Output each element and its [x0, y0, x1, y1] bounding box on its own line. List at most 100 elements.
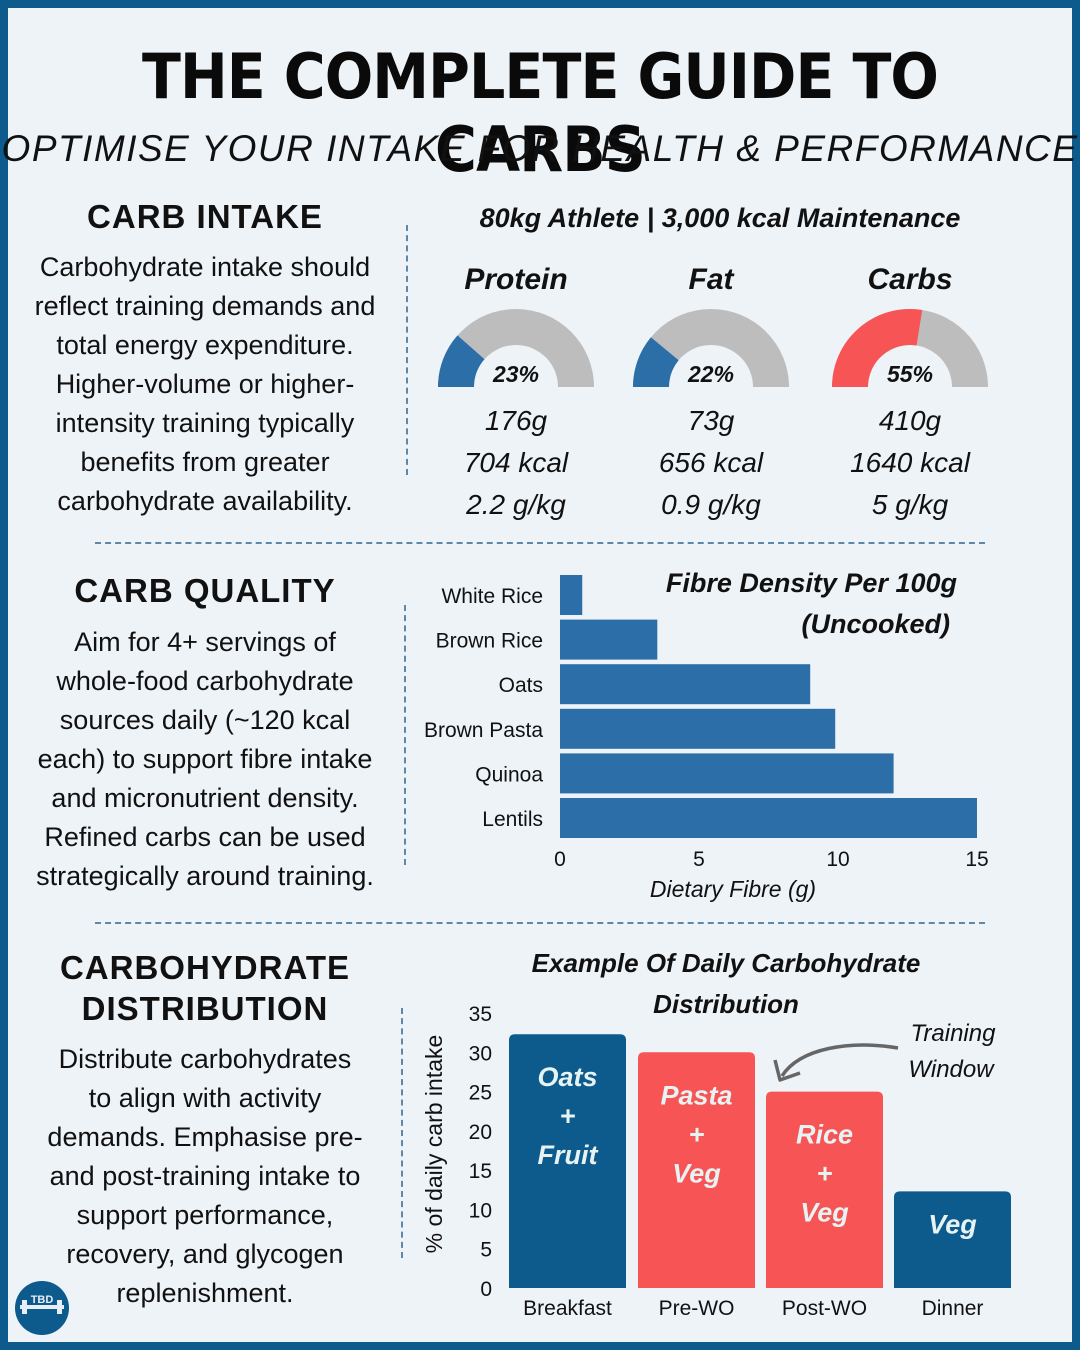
macro-per-kg: 5 g/kg: [871, 489, 949, 520]
distribution-bar: [638, 1052, 755, 1288]
gauge-percent: 22%: [687, 361, 734, 387]
training-window-arrow: [780, 1043, 899, 1077]
bar-food-label: Pasta: [660, 1080, 732, 1110]
x-tick-label: Pre-WO: [659, 1297, 735, 1320]
fibre-bar: [560, 664, 811, 705]
text-line: recovery, and glycogen: [66, 1239, 344, 1269]
page-title: THE COMPLETE GUIDE TO CARBS: [141, 40, 939, 186]
text-line: total energy expenditure.: [56, 330, 354, 360]
macro-grams: 176g: [484, 405, 548, 436]
horizontal-divider: [95, 922, 985, 924]
text-line: replenishment.: [116, 1278, 294, 1308]
x-tick-label: Post-WO: [782, 1297, 867, 1320]
bar-food-label: +: [560, 1101, 576, 1131]
distribution-bar: [766, 1091, 883, 1288]
carb-quality-text: Aim for 4+ servings of whole-food carboh…: [15, 623, 395, 896]
macro-carbs: Carbs 55% 410g 1640 kcal 5 g/kg: [800, 260, 1020, 530]
text-line: and micronutrient density.: [51, 783, 359, 813]
barbell-plate-icon: [57, 1300, 62, 1314]
carb-intake-text: Carbohydrate intake should reflect train…: [15, 248, 395, 521]
text-line: Aim for 4+ servings of: [74, 627, 336, 657]
bar-food-label: Fruit: [538, 1140, 599, 1170]
category-label: Lentils: [482, 808, 543, 831]
macro-per-kg: 2.2 g/kg: [466, 489, 566, 520]
macro-grams: 410g: [878, 405, 942, 436]
bar-food-label: Rice: [796, 1120, 853, 1150]
macro-name: Carbs: [867, 263, 953, 296]
gauge: 55%: [832, 309, 988, 387]
category-label: Brown Rice: [436, 630, 543, 653]
macro-grams: 73g: [687, 405, 735, 436]
chart-title: Example Of Daily Carbohydrate: [532, 948, 921, 978]
bar-food-label: +: [689, 1119, 705, 1149]
y-tick-label: 25: [469, 1082, 492, 1105]
page-subtitle: OPTIMISE YOUR INTAKE FOR HEALTH & PERFOR…: [1, 128, 1079, 169]
y-tick-label: 15: [469, 1160, 492, 1183]
macro-kcal: 704 kcal: [463, 447, 569, 478]
fibre-bar: [560, 798, 977, 838]
text-line: Refined carbs can be used: [44, 822, 366, 852]
bar-food-label: Oats: [537, 1062, 597, 1092]
y-tick-label: 10: [469, 1199, 492, 1222]
x-tick-label: 15: [965, 848, 988, 871]
barbell-icon: [20, 1305, 64, 1309]
x-tick-label: Dinner: [922, 1297, 984, 1320]
text-line: carbohydrate availability.: [57, 486, 353, 516]
carb-quality-heading: CARB QUALITY: [74, 572, 336, 609]
carb-distribution-heading: CARBOHYDRATE DISTRIBUTION: [20, 947, 390, 1029]
text-line: Carbohydrate intake should: [39, 252, 371, 282]
category-label: Brown Pasta: [424, 719, 543, 742]
distribution-bar: [509, 1034, 626, 1288]
x-tick-label: 5: [693, 848, 705, 871]
y-tick-label: 20: [469, 1121, 492, 1144]
y-axis-label: % of daily carb intake: [421, 1035, 447, 1254]
annotation-line1: Training: [911, 1020, 997, 1047]
x-tick-label: 0: [554, 848, 566, 871]
gauge-percent: 55%: [887, 361, 933, 387]
x-axis-label: Dietary Fibre (g): [650, 876, 816, 902]
macros-heading: 80kg Athlete | 3,000 kcal Maintenance: [479, 203, 961, 233]
gauge-fill: [832, 309, 923, 387]
chart-subtitle: (Uncooked): [802, 609, 951, 639]
text-line: support performance,: [76, 1200, 334, 1230]
tbd-logo: TBD: [15, 1281, 69, 1335]
bar-food-label: Veg: [800, 1198, 849, 1228]
y-tick-label: 5: [480, 1239, 492, 1262]
macro-name: Fat: [688, 263, 734, 296]
gauge-fill: [633, 337, 679, 387]
bar-food-label: Veg: [928, 1209, 977, 1239]
gauge: 22%: [633, 309, 789, 387]
text-line: each) to support fibre intake: [37, 744, 373, 774]
text-line: and post-training intake to: [49, 1161, 361, 1191]
macro-fat: Fat 22% 73g 656 kcal 0.9 g/kg: [601, 260, 821, 530]
macro-protein: Protein 23% 176g 704 kcal 2.2 g/kg: [406, 260, 626, 530]
text-line: Distribute carbohydrates: [58, 1044, 352, 1074]
y-tick-label: 0: [480, 1278, 492, 1301]
text-line: reflect training demands and: [34, 291, 376, 321]
macro-per-kg: 0.9 g/kg: [661, 489, 761, 520]
text-line: sources daily (~120 kcal: [59, 705, 351, 735]
distribution-bar: [894, 1191, 1011, 1288]
heading-line: CARBOHYDRATE: [59, 949, 351, 986]
fibre-bar: [560, 575, 583, 615]
chart-subtitle: Distribution: [653, 989, 799, 1019]
text-line: to align with activity: [88, 1083, 322, 1113]
macro-kcal: 1640 kcal: [850, 447, 970, 478]
text-line: intensity training typically: [55, 408, 355, 438]
horizontal-divider: [95, 542, 985, 544]
text-line: whole-food carbohydrate: [56, 666, 354, 696]
carb-intake-heading: CARB INTAKE: [87, 198, 323, 235]
fibre-bar: [560, 619, 658, 660]
category-label: Oats: [499, 674, 543, 697]
bar-food-label: +: [817, 1159, 833, 1189]
gauge-percent: 23%: [492, 361, 539, 387]
y-tick-label: 35: [469, 1003, 492, 1026]
macro-name: Protein: [464, 263, 568, 296]
gauge: 23%: [438, 309, 594, 387]
arrow-head-icon: [773, 1059, 801, 1082]
x-tick-label: 10: [826, 848, 849, 871]
barbell-plate-icon: [22, 1300, 27, 1314]
macro-kcal: 656 kcal: [658, 447, 764, 478]
text-line: benefits from greater: [80, 447, 330, 477]
